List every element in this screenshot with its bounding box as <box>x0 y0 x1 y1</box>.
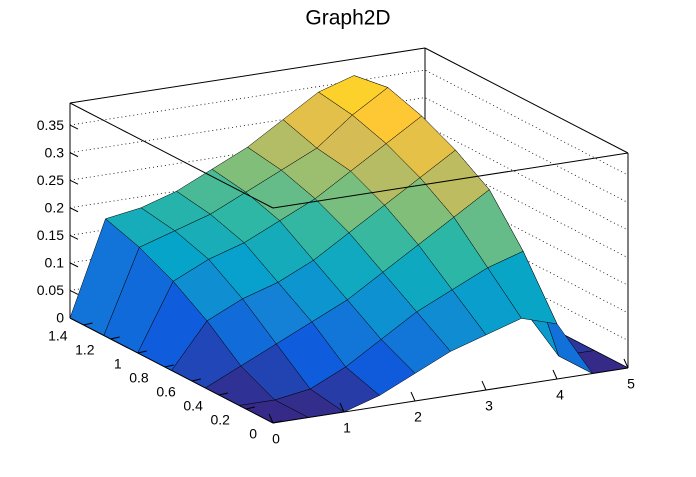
y-tick <box>164 364 174 368</box>
z-tick-label: 0.35 <box>37 117 64 133</box>
z-tick <box>69 234 79 240</box>
x-tick <box>623 358 629 369</box>
x-tick-label: 4 <box>556 387 564 403</box>
z-tick <box>69 207 79 213</box>
z-tick <box>69 289 79 295</box>
x-tick-label: 1 <box>343 420 351 436</box>
y-tick-label: 0.8 <box>129 370 149 386</box>
x-tick-label: 5 <box>627 376 635 392</box>
y-tick <box>83 322 93 326</box>
z-tick-label: 0.1 <box>45 255 65 271</box>
z-tick-label: 0.05 <box>37 282 64 298</box>
y-tick-label: 1.2 <box>75 342 95 358</box>
chart-title: Graph2D <box>305 7 390 30</box>
z-tick-label: 0.3 <box>45 144 65 160</box>
x-tick-label: 3 <box>485 398 493 414</box>
y-tick <box>218 392 228 396</box>
x-tick-label: 0 <box>272 431 280 447</box>
z-tick <box>69 179 79 185</box>
z-tick-label: 0.15 <box>37 227 64 243</box>
z-tick <box>69 152 79 158</box>
y-tick <box>191 378 201 382</box>
box-edge <box>69 317 274 424</box>
x-tick <box>481 380 487 391</box>
z-tick-label: 0.25 <box>37 172 64 188</box>
box-edge <box>69 47 426 104</box>
y-tick-label: 0 <box>249 426 257 442</box>
x-tick <box>268 413 274 424</box>
x-tick <box>339 402 345 413</box>
z-tick <box>69 124 79 130</box>
y-tick-label: 0.4 <box>183 398 203 414</box>
z-tick-label: 0 <box>56 310 64 326</box>
box-edge <box>69 102 274 209</box>
y-tick-label: 1 <box>114 356 122 372</box>
z-tick-label: 0.2 <box>45 199 65 215</box>
y-tick-label: 1.4 <box>48 328 68 344</box>
x-tick <box>552 369 558 380</box>
box-edge <box>272 152 629 209</box>
y-tick <box>110 336 120 340</box>
x-tick <box>410 391 416 402</box>
z-tick <box>69 262 79 268</box>
box-edge <box>272 367 629 424</box>
y-tick <box>245 406 256 410</box>
x-tick-label: 2 <box>414 409 422 425</box>
y-tick <box>272 420 283 424</box>
y-tick-label: 0.6 <box>156 384 176 400</box>
box-edge <box>424 47 629 154</box>
y-tick-label: 0.2 <box>210 412 230 428</box>
y-tick <box>137 350 147 354</box>
